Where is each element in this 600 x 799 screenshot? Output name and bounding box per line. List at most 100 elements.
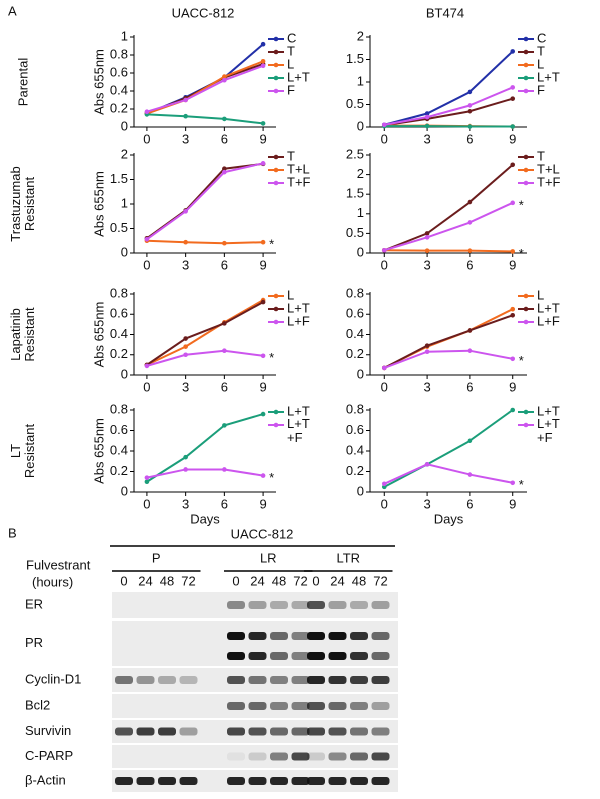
data-point [222,321,227,326]
data-point [261,121,266,126]
blot-band [329,702,347,710]
data-point [510,357,515,362]
legend-marker [274,63,279,68]
x-tick-label: 9 [509,496,516,511]
x-tick-label: 3 [423,131,430,146]
blot-band [115,601,133,609]
x-axis-label: Days [190,511,220,526]
x-tick-label: 9 [509,379,516,394]
blot-band [227,702,245,710]
data-point [222,170,227,175]
blot-band [180,601,198,609]
x-tick-label: 6 [221,379,228,394]
blot-band [292,753,310,761]
blot-band [372,652,390,660]
series-line [147,114,263,123]
y-tick-label: 0 [357,244,364,259]
blot-band [270,702,288,710]
blot-band [307,676,325,684]
legend-marker [274,410,279,415]
x-tick-label: 0 [143,496,150,511]
y-tick-label: 0.4 [346,326,364,341]
column-title: UACC-812 [172,5,235,20]
legend-marker [274,76,279,81]
data-point [468,220,473,225]
data-point [261,473,266,478]
row-label: LapatinibResistant [8,307,37,362]
legend-label: L+F [537,313,560,328]
blot-band [158,652,176,660]
y-tick-label: 0.4 [110,326,128,341]
blot-row-label: β-Actin [25,772,66,787]
group-label: LTR [336,550,360,565]
x-tick-label: 0 [143,131,150,146]
data-point [145,237,150,242]
blot-band [307,753,325,761]
blot-band [249,728,267,736]
significance-note: * [269,350,274,365]
blot-title: UACC-812 [231,526,294,541]
blot-band [307,777,325,785]
data-point [183,344,188,349]
data-point [222,78,227,83]
data-point [183,98,188,103]
blot-band [180,753,198,761]
blot-band [329,632,347,640]
y-axis-label: Abs 655nm [91,302,106,368]
blot-band [350,702,368,710]
data-point [510,408,515,413]
blot-band [350,632,368,640]
data-point [468,472,473,477]
legend-marker [524,63,529,68]
legend-marker [274,155,279,160]
x-tick-label: 6 [466,379,473,394]
data-point [510,163,515,168]
legend-marker [274,89,279,94]
data-point [425,462,430,467]
y-tick-label: 0.8 [110,401,128,416]
group-label: LR [260,550,277,565]
y-tick-label: 0.5 [346,96,364,111]
y-tick-label: 0.2 [346,463,364,478]
blot-band [115,753,133,761]
significance-note: * [269,470,274,485]
blot-band [180,652,198,660]
blot-band [227,753,245,761]
data-point [510,85,515,90]
blot-band [329,652,347,660]
blot-band [292,632,310,640]
series-line [147,163,263,239]
x-tick-label: 3 [182,257,189,272]
blot-band [115,777,133,785]
blot-band [249,652,267,660]
y-tick-label: 0.5 [110,220,128,235]
blot-band [292,702,310,710]
column-title: BT474 [426,5,464,20]
data-point [468,200,473,205]
blot-band [307,632,325,640]
blot-band [227,676,245,684]
legend-marker [274,423,279,428]
blot-band [180,728,198,736]
y-tick-label: 0.2 [110,346,128,361]
y-axis-label: Abs 655nm [91,49,106,115]
time-label: 0 [312,573,319,588]
blot-band [227,601,245,609]
blot-band [158,676,176,684]
series-line [384,51,512,124]
blot-band [227,652,245,660]
x-tick-label: 0 [381,257,388,272]
blot-band [115,652,133,660]
blot-band [180,676,198,684]
blot-row-label: C-PARP [25,748,73,763]
series-line [147,300,263,365]
legend-marker [524,181,529,186]
legend-marker [524,89,529,94]
significance-note: * [519,246,524,261]
data-point [382,248,387,253]
time-label: 24 [330,573,344,588]
time-label: 24 [138,573,152,588]
data-point [222,241,227,246]
x-tick-label: 6 [221,131,228,146]
data-point [510,480,515,485]
